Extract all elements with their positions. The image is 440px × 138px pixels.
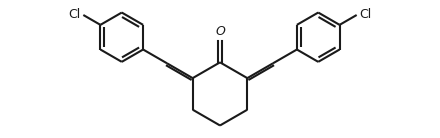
Text: Cl: Cl (359, 9, 372, 22)
Text: Cl: Cl (68, 9, 81, 22)
Text: O: O (215, 25, 225, 38)
